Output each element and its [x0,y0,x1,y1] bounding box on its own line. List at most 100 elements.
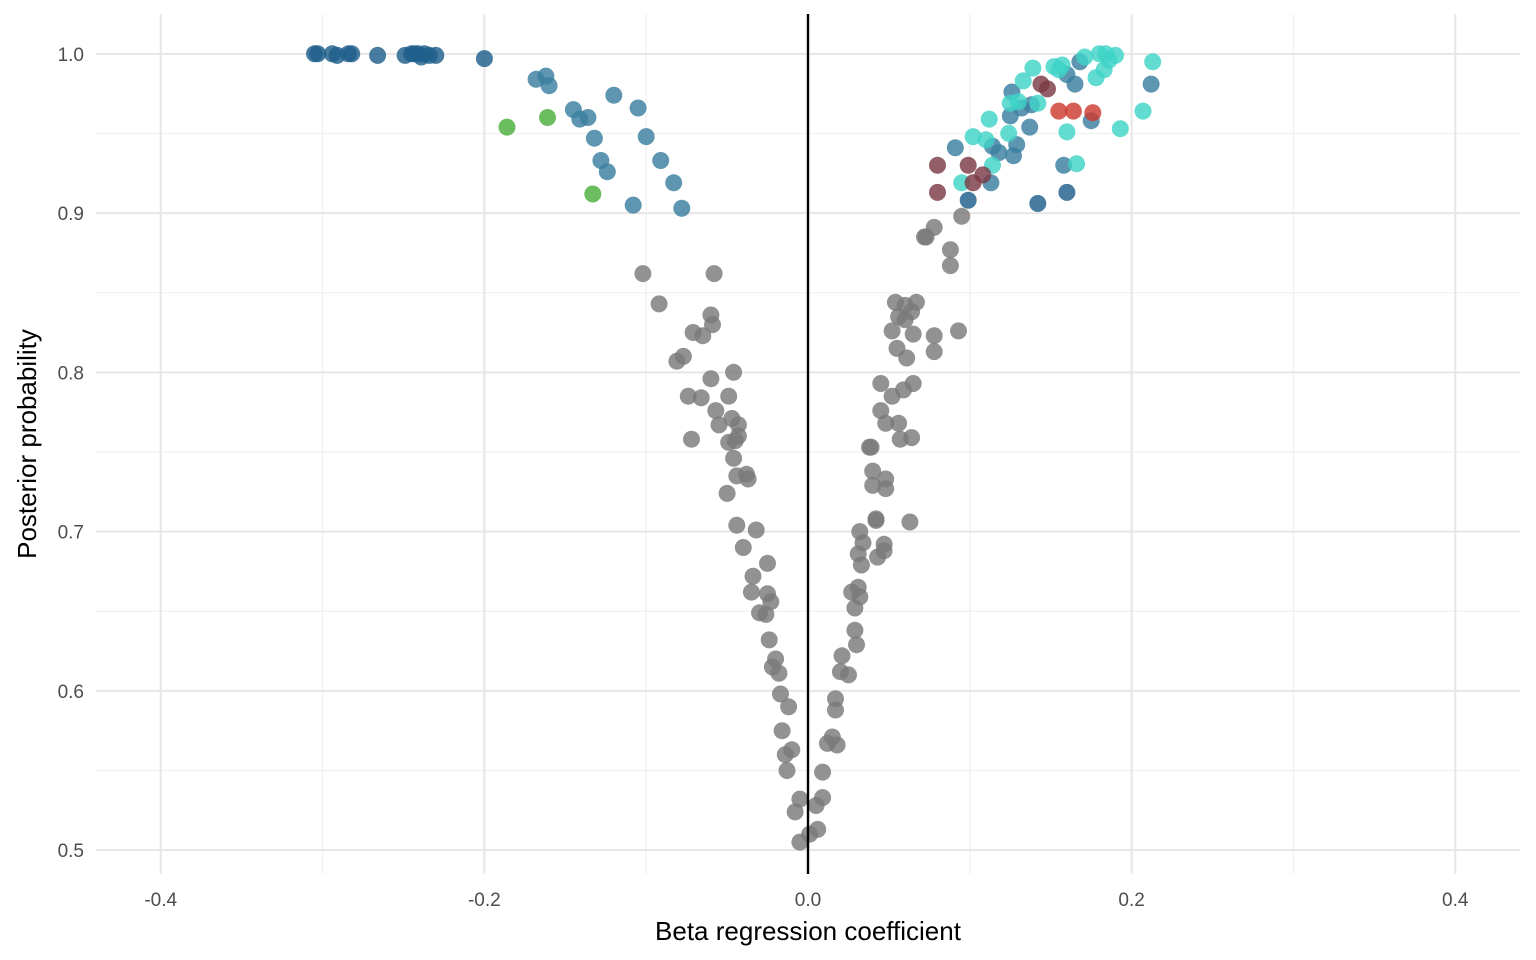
data-point [650,295,668,313]
data-point [941,241,959,259]
x-tick-label: -0.2 [468,890,501,911]
x-tick-label: 0.2 [1118,890,1144,911]
data-point [767,650,785,668]
data-point [780,698,798,716]
data-point [585,129,603,147]
data-point [851,523,869,541]
data-point [634,265,652,283]
data-point [953,207,971,225]
data-point [1066,75,1084,93]
data-point [827,690,844,708]
data-point [903,429,921,447]
data-point [791,790,809,808]
y-tick-label: 0.7 [58,523,84,544]
data-point [584,185,602,203]
y-tick-label: 0.6 [58,682,84,703]
data-point [637,128,655,146]
data-point [929,156,946,174]
x-tick-label: 0.0 [795,890,821,911]
data-point [1021,118,1039,136]
data-point [809,820,827,838]
data-point [728,516,746,534]
data-point [964,128,982,146]
data-point [1029,195,1047,212]
data-point [977,131,995,149]
y-axis-tick-labels: 0.5 0.6 0.7 0.8 0.9 1.0 [58,45,84,862]
data-point [1058,183,1076,201]
data-point [1055,156,1073,174]
data-point [1014,72,1032,90]
data-point [974,166,992,184]
data-point [1084,104,1102,122]
data-point [888,339,906,357]
data-point [872,402,890,420]
data-point [814,789,832,807]
data-point [744,567,762,585]
data-point [710,416,728,434]
data-point [1076,48,1094,66]
data-point [778,762,796,779]
data-point [738,465,755,483]
data-point [309,45,327,63]
data-point [980,110,998,128]
data-point [843,583,861,601]
data-point [867,510,885,528]
data-point [751,604,768,622]
data-point [1107,46,1124,64]
y-tick-label: 1.0 [58,45,84,66]
data-point [904,375,922,392]
data-point [1024,59,1042,77]
data-point [369,46,387,64]
data-point [783,741,801,759]
data-point [883,322,901,340]
data-point [624,196,642,214]
data-point [702,306,720,324]
data-points [306,45,1162,851]
data-point [946,139,964,157]
data-point [772,685,789,703]
data-point [990,144,1008,162]
data-point [1001,94,1019,112]
data-point [707,402,725,420]
data-point [475,50,493,68]
x-tick-label: -0.4 [144,890,177,911]
data-point [668,352,686,370]
data-point [907,293,925,311]
y-tick-label: 0.8 [58,363,84,384]
data-point [959,156,977,174]
data-point [498,118,516,136]
data-point [959,191,977,209]
data-point [683,430,700,448]
data-point [833,647,851,665]
data-point [916,228,933,246]
data-point [941,257,959,275]
data-point [786,803,804,821]
data-point [875,542,893,560]
data-point [665,174,683,192]
data-point [539,109,556,126]
data-point [925,327,943,345]
data-point [1039,80,1056,98]
data-point [720,387,738,405]
data-point [904,325,922,343]
data-point [1000,124,1018,142]
data-point [684,324,702,341]
x-tick-label: 0.4 [1442,890,1469,911]
data-point [729,416,747,434]
data-point [629,99,647,117]
data-point [598,163,616,181]
data-point [718,484,736,502]
data-point [773,722,791,740]
data-point [1068,155,1086,173]
data-point [702,370,720,388]
data-point [864,462,882,480]
data-point [742,583,760,601]
data-point [427,46,445,64]
data-point [864,476,882,494]
data-point [720,433,738,451]
data-point [759,585,776,603]
data-point [890,414,908,432]
data-point [1064,102,1082,120]
data-point [605,86,623,104]
data-point [925,343,943,361]
